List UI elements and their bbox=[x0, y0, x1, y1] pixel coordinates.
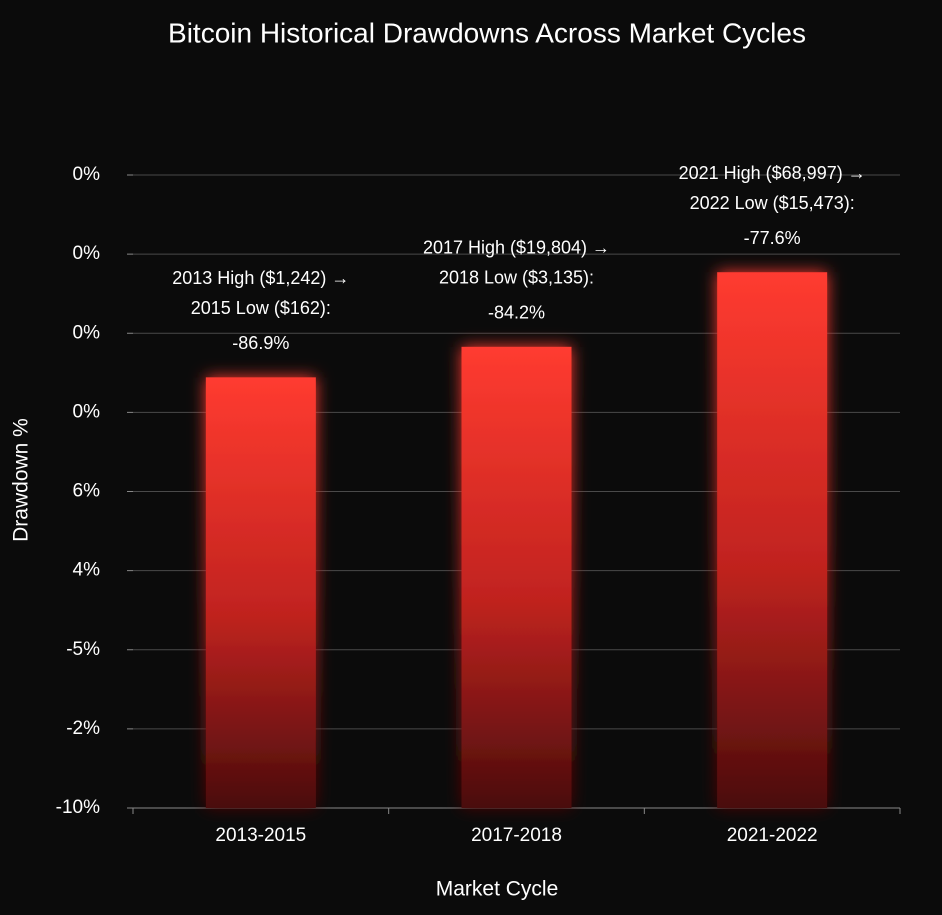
y-tick-label: 6% bbox=[73, 481, 101, 502]
y-tick-label: -5% bbox=[66, 639, 100, 660]
annotation: 2013 High ($1,242) → bbox=[172, 268, 349, 288]
y-tick-label: 0% bbox=[73, 322, 101, 343]
data-label: -86.9% bbox=[232, 333, 289, 353]
y-axis-label: Drawdown % bbox=[10, 418, 33, 542]
x-axis-label: Market Cycle bbox=[436, 878, 559, 901]
x-tick-label: 2021-2022 bbox=[727, 825, 818, 846]
data-label: -84.2% bbox=[488, 303, 545, 323]
bar bbox=[461, 346, 572, 808]
x-tick-label: 2017-2018 bbox=[471, 825, 562, 846]
annotation: 2015 Low ($162): bbox=[191, 298, 331, 318]
y-tick-label: 0% bbox=[73, 243, 101, 264]
y-tick-label: -10% bbox=[56, 797, 100, 818]
chart-title: Bitcoin Historical Drawdowns Across Mark… bbox=[168, 17, 806, 48]
y-tick-label: 4% bbox=[73, 560, 101, 581]
x-tick-label: 2013-2015 bbox=[215, 825, 306, 846]
annotation: 2018 Low ($3,135): bbox=[439, 268, 594, 288]
data-label: -77.6% bbox=[744, 228, 801, 248]
annotation: 2022 Low ($15,473): bbox=[690, 193, 855, 213]
annotation: 2017 High ($19,804) → bbox=[423, 238, 610, 258]
y-tick-label: 0% bbox=[73, 401, 101, 422]
y-tick-label: 0% bbox=[73, 164, 101, 185]
bar bbox=[717, 272, 828, 809]
y-tick-label: -2% bbox=[66, 718, 100, 739]
bar bbox=[205, 377, 316, 808]
annotation: 2021 High ($68,997) → bbox=[679, 163, 866, 183]
